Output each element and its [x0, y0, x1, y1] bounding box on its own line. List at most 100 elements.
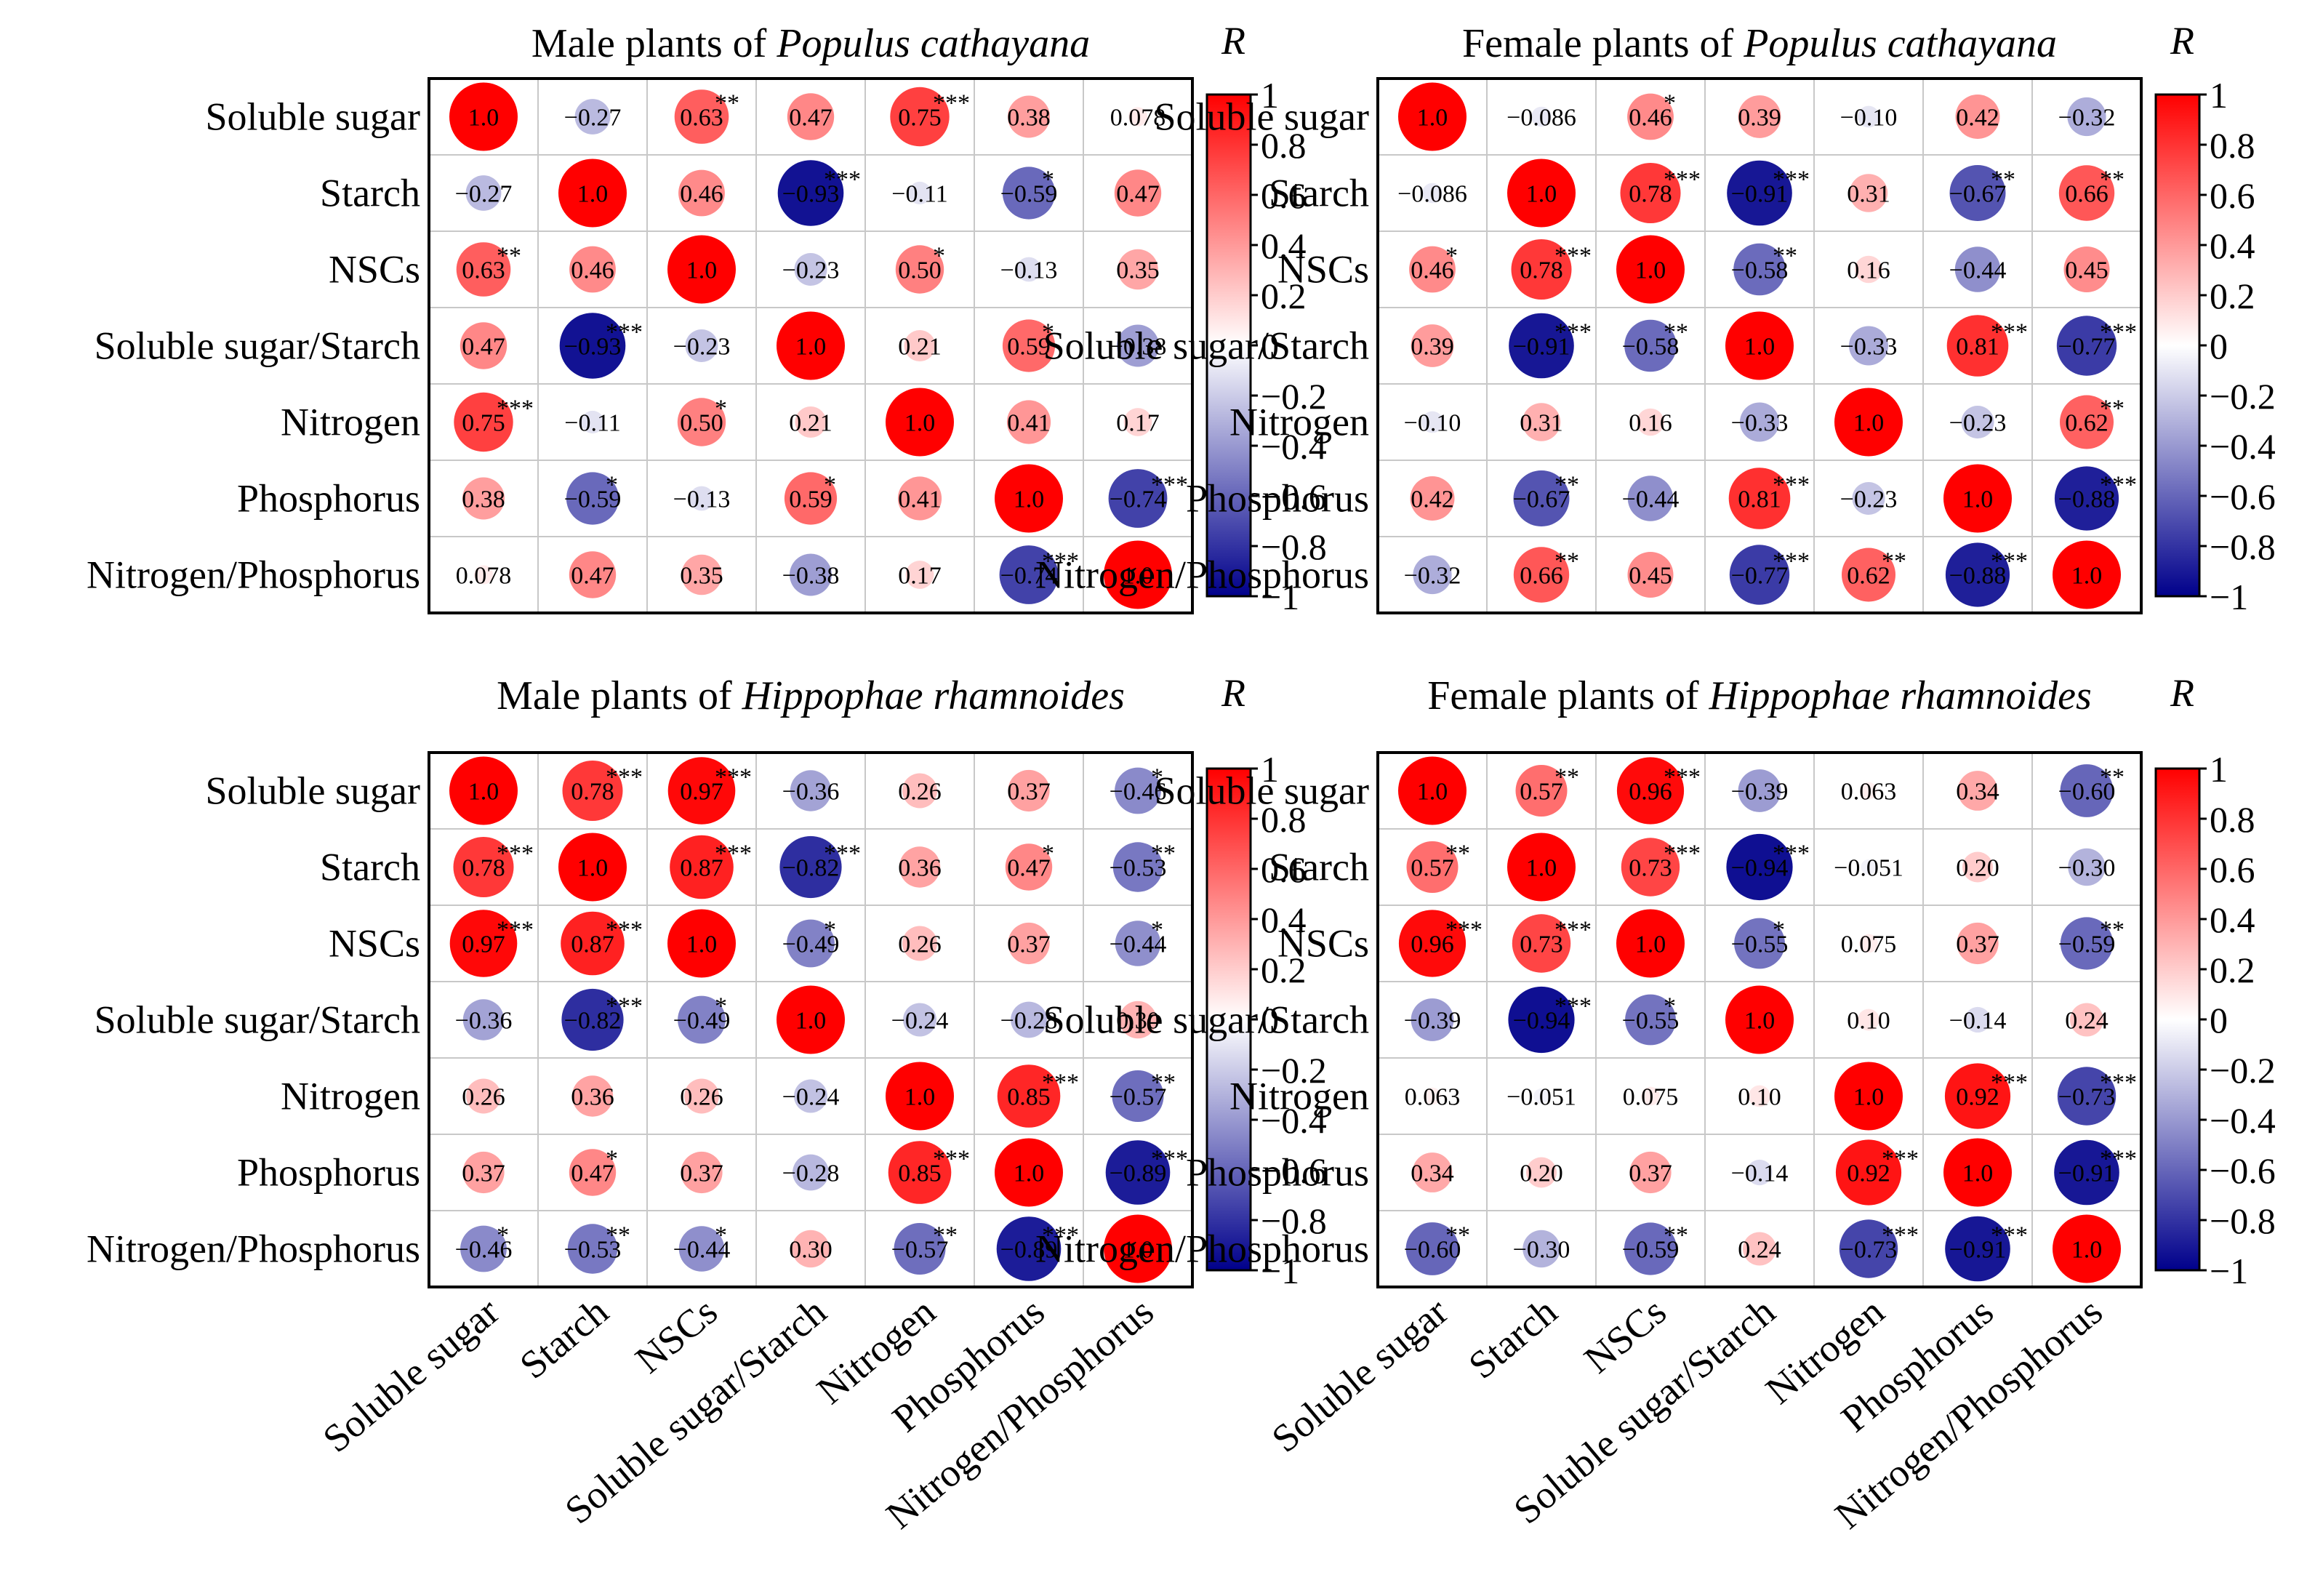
- correlation-value: 1.0: [577, 181, 609, 208]
- correlation-value: 0.31: [1847, 181, 1890, 208]
- correlation-value: −0.27: [564, 105, 622, 132]
- correlation-value: 0.37: [680, 1160, 723, 1187]
- correlation-value: −0.59: [2058, 931, 2116, 958]
- correlation-value: −0.39: [1404, 1008, 1461, 1035]
- significance-stars: ***: [824, 167, 861, 193]
- significance-stars: ***: [1664, 764, 1701, 791]
- correlation-circle: [777, 311, 845, 380]
- correlation-circle: [2067, 97, 2106, 137]
- correlation-value: −0.91: [1949, 1237, 2007, 1264]
- significance-stars: ***: [606, 319, 643, 346]
- significance-stars: *: [933, 243, 945, 270]
- row-label: Soluble sugar/Starch: [1043, 324, 1369, 368]
- correlation-value: 1.0: [2071, 563, 2103, 590]
- correlation-value: 0.78: [1629, 181, 1672, 208]
- correlation-value: 1.0: [1417, 779, 1448, 806]
- row-label: Soluble sugar: [1155, 769, 1369, 813]
- correlation-value: 0.62: [1847, 563, 1890, 590]
- correlation-circle: [1522, 403, 1561, 441]
- correlation-value: −0.73: [1840, 1237, 1898, 1264]
- correlation-circle: [1513, 470, 1570, 526]
- colorbar-tick-label: 0.6: [1261, 175, 1307, 216]
- colorbar-tick-label: 1: [2210, 75, 2228, 116]
- colorbar-tick-label: −0.2: [2210, 1050, 2276, 1091]
- correlation-value: 0.37: [1007, 931, 1051, 958]
- correlation-value: 0.37: [1956, 931, 1999, 958]
- significance-stars: **: [2100, 167, 2125, 193]
- colorbar-tick-label: 0.6: [1261, 849, 1307, 890]
- correlation-circle: [1398, 756, 1467, 825]
- significance-stars: ***: [1991, 1222, 2028, 1249]
- correlation-value: 0.96: [1629, 779, 1672, 806]
- correlation-circle: [1112, 842, 1163, 892]
- correlation-circle: [995, 464, 1063, 533]
- correlation-circle: [1406, 841, 1459, 893]
- significance-stars: ***: [1991, 1070, 2028, 1096]
- correlation-circle: [454, 392, 513, 452]
- correlation-value: −0.94: [1513, 1008, 1570, 1035]
- correlation-value: 0.97: [462, 931, 505, 958]
- significance-stars: *: [715, 1222, 727, 1249]
- correlation-value: 1.0: [795, 334, 827, 361]
- correlation-circle: [1945, 542, 2010, 607]
- correlation-value: 0.63: [680, 105, 723, 132]
- significance-stars: ***: [1882, 1222, 1919, 1249]
- correlation-circle: [1834, 388, 1903, 457]
- significance-stars: *: [1151, 917, 1163, 944]
- significance-stars: *: [1042, 319, 1054, 346]
- correlation-circle: [777, 160, 844, 226]
- correlation-value: 1.0: [1853, 410, 1885, 437]
- correlation-circle: [790, 770, 832, 811]
- correlation-circle: [462, 477, 505, 520]
- correlation-value: −0.10: [1404, 410, 1461, 437]
- correlation-value: 0.92: [1956, 1084, 1999, 1111]
- significance-stars: ***: [824, 841, 861, 867]
- correlation-value: −0.88: [1949, 563, 2007, 590]
- correlation-circle: [2060, 917, 2114, 970]
- correlation-value: −0.38: [782, 563, 840, 590]
- correlation-value: 0.46: [680, 181, 723, 208]
- correlation-circle: [1957, 922, 1999, 965]
- correlation-circle: [1624, 1222, 1677, 1275]
- correlation-value: 0.75: [898, 105, 942, 132]
- correlation-circle: [681, 1151, 723, 1194]
- correlation-panel: Female plants of Populus cathayana 1.0 −0.…: [1035, 19, 2276, 617]
- correlation-value: 0.87: [680, 855, 723, 882]
- correlation-value: −0.53: [1110, 855, 1167, 882]
- correlation-panel: Male plants of Populus cathayana 1.0 −0.27…: [87, 19, 1327, 617]
- significance-stars: *: [1445, 243, 1458, 270]
- row-label: Soluble sugar: [206, 95, 420, 139]
- colorbar-tick-label: −1: [1261, 1251, 1299, 1291]
- correlation-circle: [1509, 313, 1574, 379]
- significance-stars: **: [933, 1222, 958, 1249]
- row-label: Phosphorus: [237, 1151, 420, 1195]
- correlation-circle: [1961, 406, 1994, 438]
- colorbar-tick-label: 1: [2210, 749, 2228, 790]
- correlation-value: 1.0: [1014, 1160, 1045, 1187]
- correlation-circle: [996, 1216, 1062, 1281]
- correlation-value: 0.42: [1956, 105, 1999, 132]
- colorbar-tick-label: 0.8: [1261, 799, 1307, 840]
- column-label: Soluble sugar: [1264, 1289, 1456, 1461]
- significance-stars: ***: [1151, 1146, 1188, 1173]
- correlation-value: −0.24: [782, 1084, 840, 1111]
- significance-stars: ***: [2100, 1070, 2137, 1096]
- correlation-circle: [1627, 93, 1674, 140]
- correlation-value: 0.47: [1116, 181, 1160, 208]
- correlation-value: −0.051: [1506, 1084, 1576, 1111]
- correlation-circle: [1112, 1070, 1164, 1122]
- correlation-circle: [1725, 985, 1794, 1054]
- correlation-circle: [1115, 921, 1161, 966]
- correlation-circle: [1727, 160, 1792, 226]
- correlation-circle: [667, 757, 736, 825]
- correlation-value: −0.55: [1622, 1008, 1680, 1035]
- colorbar-tick-label: 0.4: [1261, 225, 1307, 266]
- correlation-circle: [1011, 1001, 1047, 1038]
- correlation-value: 0.46: [1411, 257, 1454, 284]
- correlation-circle: [1616, 757, 1685, 825]
- correlation-circle: [561, 988, 624, 1051]
- panel-title: Male plants of Hippophae rhamnoides: [497, 673, 1125, 718]
- correlation-circle: [569, 246, 616, 293]
- correlation-circle: [1859, 934, 1878, 953]
- correlation-circle: [1128, 107, 1148, 127]
